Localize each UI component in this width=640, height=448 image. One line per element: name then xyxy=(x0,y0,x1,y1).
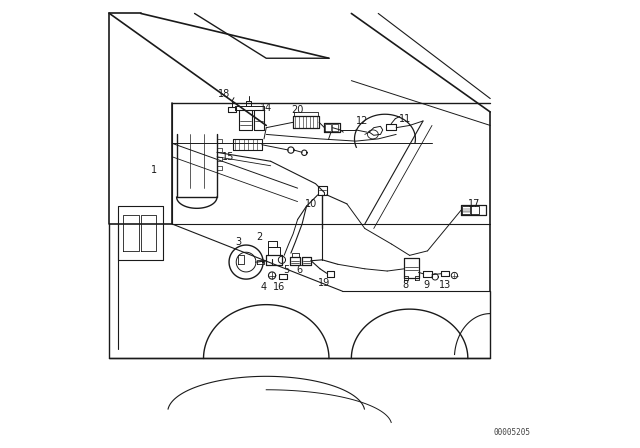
Text: 3: 3 xyxy=(236,237,241,247)
Text: 5: 5 xyxy=(284,265,289,275)
Text: 19: 19 xyxy=(318,278,331,288)
Text: 17: 17 xyxy=(468,199,481,209)
Text: 00005205: 00005205 xyxy=(493,428,531,437)
Text: 6: 6 xyxy=(297,265,303,275)
Text: 7: 7 xyxy=(325,132,331,142)
Text: 20: 20 xyxy=(291,105,304,115)
Text: 9: 9 xyxy=(424,280,429,290)
Text: 1: 1 xyxy=(151,165,157,175)
Text: 15: 15 xyxy=(222,152,234,162)
Text: 2: 2 xyxy=(257,233,262,242)
Text: 10: 10 xyxy=(305,199,317,209)
Text: 14: 14 xyxy=(260,103,273,112)
Text: 11: 11 xyxy=(399,114,412,124)
Text: 13: 13 xyxy=(439,280,452,290)
Text: 12: 12 xyxy=(356,116,369,126)
Text: 8: 8 xyxy=(402,280,408,290)
Text: 4: 4 xyxy=(261,282,267,292)
Text: 18: 18 xyxy=(218,89,230,99)
Text: 16: 16 xyxy=(273,282,285,292)
